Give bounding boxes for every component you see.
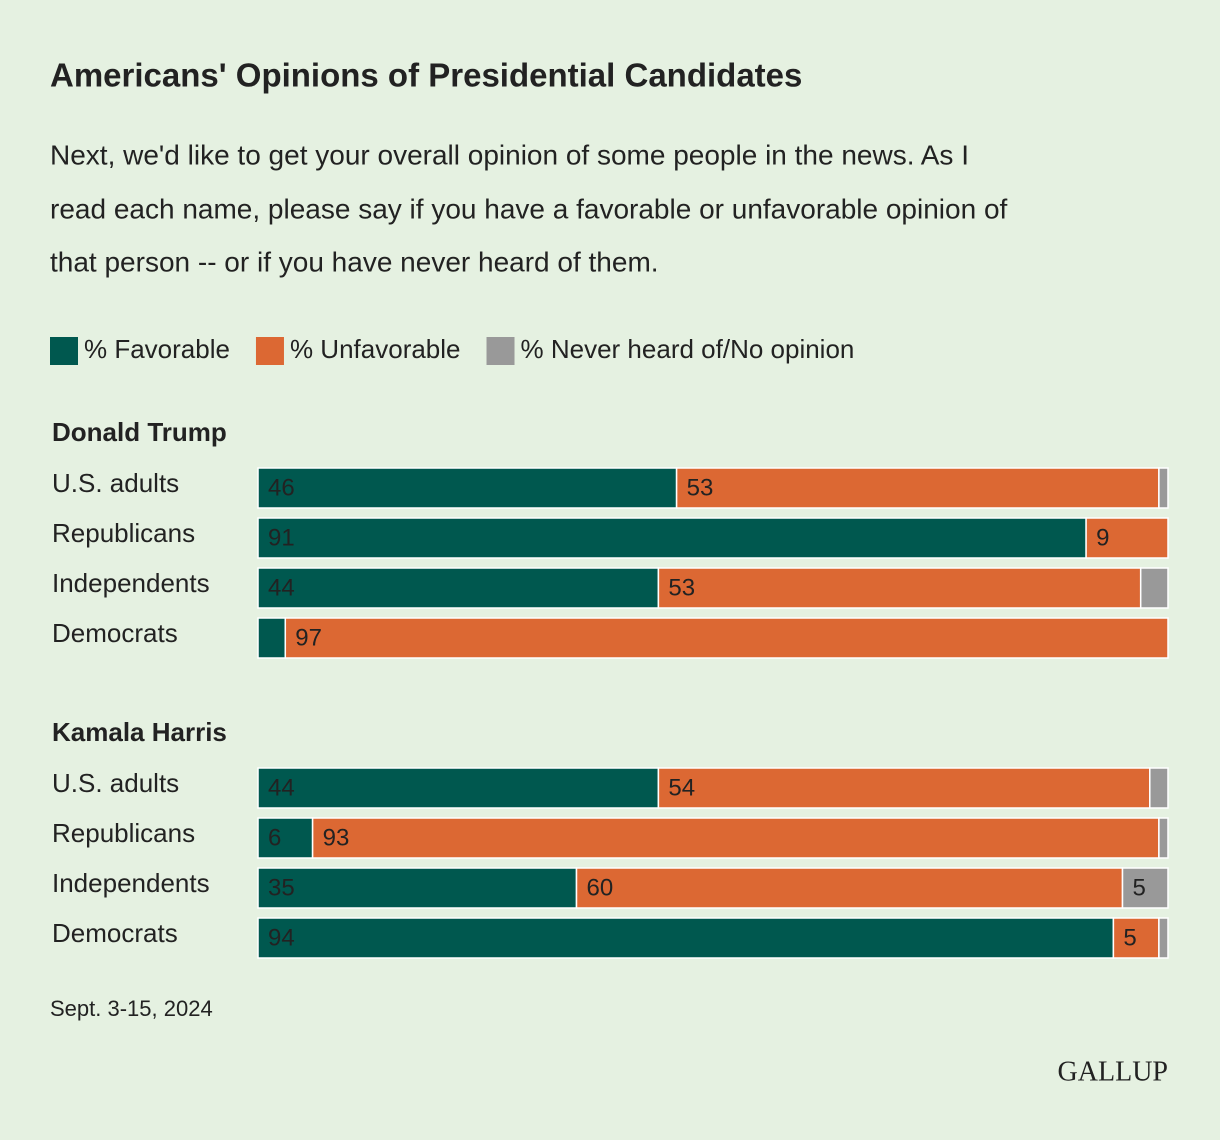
bar-segment xyxy=(657,567,1142,609)
bar-segment xyxy=(657,767,1151,809)
value-label: 54 xyxy=(668,774,695,801)
category-label: Republicans xyxy=(52,818,195,848)
bar-segment xyxy=(1139,567,1169,609)
legend-label: % Favorable xyxy=(84,334,230,364)
bar-segment xyxy=(284,617,1169,659)
bar-segment xyxy=(257,517,1087,559)
bar-segment xyxy=(1149,767,1169,809)
legend-swatch xyxy=(255,337,284,365)
value-label: 97 xyxy=(295,624,322,651)
category-label: Democrats xyxy=(52,918,178,948)
bar-segment xyxy=(257,567,660,609)
bar-segment xyxy=(257,917,1115,959)
value-label: 60 xyxy=(587,874,614,901)
bar-segment xyxy=(575,867,1124,909)
value-label: 94 xyxy=(268,924,295,951)
value-label: 6 xyxy=(268,824,281,851)
bar-segment xyxy=(1158,817,1169,859)
legend-label: % Never heard of/No opinion xyxy=(521,334,855,364)
value-label: 53 xyxy=(687,474,714,501)
category-label: U.S. adults xyxy=(52,768,179,798)
value-label: 91 xyxy=(268,524,295,551)
note: Sept. 3-15, 2024 xyxy=(50,996,213,1021)
group-title: Donald Trump xyxy=(52,417,227,447)
bar-segment xyxy=(1085,517,1169,559)
bar-segment xyxy=(257,817,314,859)
bar-segment xyxy=(1112,917,1160,959)
value-label: 44 xyxy=(268,774,295,801)
category-label: Republicans xyxy=(52,518,195,548)
bar-segment xyxy=(257,617,287,659)
subtitle: read each name, please say if you have a… xyxy=(50,193,1008,224)
bar-segment xyxy=(1158,917,1169,959)
value-label: 9 xyxy=(1096,524,1109,551)
chart-title: Americans' Opinions of Presidential Cand… xyxy=(50,57,802,94)
bar-segment xyxy=(1158,467,1169,509)
value-label: 93 xyxy=(323,824,350,851)
subtitle: that person -- or if you have never hear… xyxy=(50,246,659,277)
legend-swatch xyxy=(50,337,78,365)
category-label: Independents xyxy=(52,868,210,898)
bar-segment xyxy=(675,467,1160,509)
bar-segment xyxy=(257,467,678,509)
legend-swatch xyxy=(486,337,515,365)
bar-segment xyxy=(257,867,578,909)
bar-segment xyxy=(257,767,660,809)
value-label: 53 xyxy=(668,574,695,601)
category-label: Democrats xyxy=(52,618,178,648)
value-label: 46 xyxy=(268,474,295,501)
subtitle: Next, we'd like to get your overall opin… xyxy=(50,139,969,170)
group-title: Kamala Harris xyxy=(52,717,227,747)
logo: GALLUP xyxy=(1058,1056,1168,1087)
category-label: Independents xyxy=(52,568,210,598)
category-label: U.S. adults xyxy=(52,468,179,498)
value-label: 44 xyxy=(268,574,295,601)
value-label: 5 xyxy=(1123,924,1136,951)
value-label: 35 xyxy=(268,874,295,901)
bar-segment xyxy=(311,817,1160,859)
value-label: 5 xyxy=(1133,874,1146,901)
bar-segment xyxy=(1121,867,1169,909)
legend-label: % Unfavorable xyxy=(290,334,461,364)
